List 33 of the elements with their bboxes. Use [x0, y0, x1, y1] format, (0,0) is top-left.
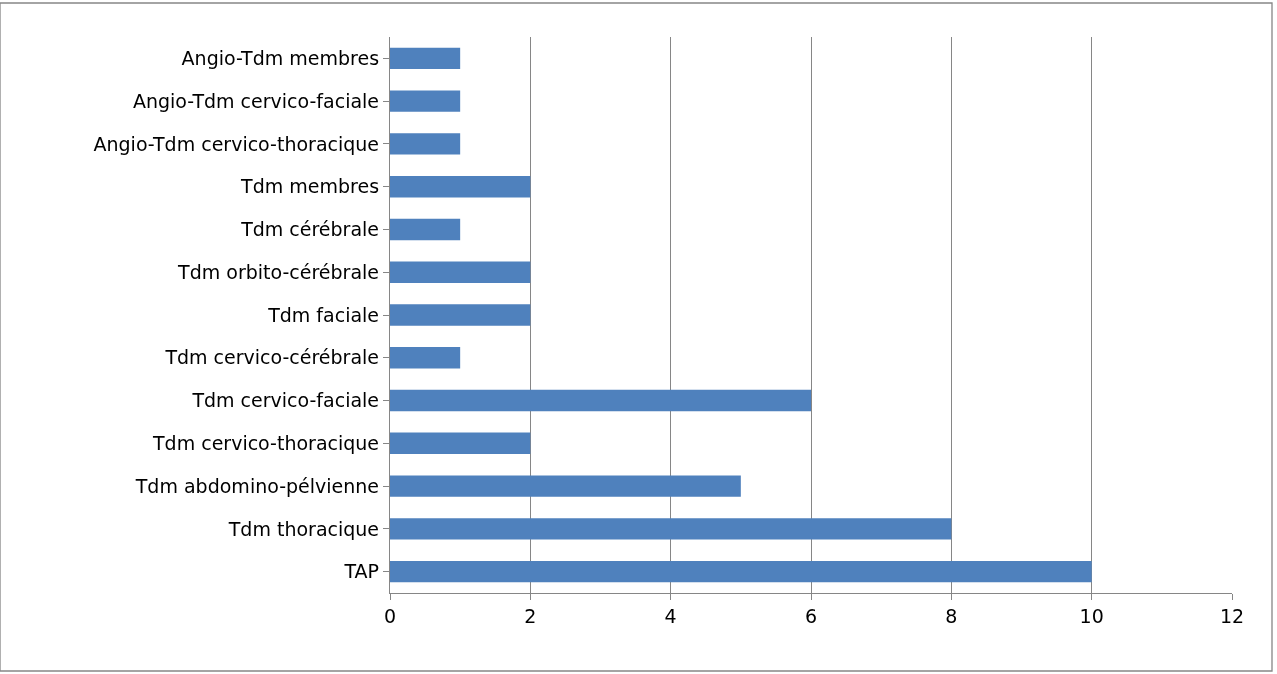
y-tick-label: TAP — [343, 560, 380, 583]
y-tick-label: Angio-Tdm cervico-faciale — [132, 89, 380, 112]
bar — [390, 304, 531, 326]
bar — [390, 560, 1092, 583]
bar — [390, 218, 461, 241]
y-tick-label: Tdm thoracique — [227, 517, 380, 540]
x-tick-label: 4 — [664, 604, 677, 627]
bar — [390, 90, 461, 112]
y-tick-label: Tdm faciale — [267, 303, 380, 326]
y-tick-label: Tdm orbito-cérébrale — [177, 260, 380, 283]
x-tick-label: 8 — [945, 604, 958, 627]
bar — [390, 47, 461, 70]
y-tick-label: Angio-Tdm cervico-thoracique — [93, 132, 380, 155]
bar — [390, 389, 811, 412]
y-tick-label: Tdm membres — [240, 175, 380, 198]
x-tick-label: 2 — [524, 604, 537, 627]
y-tick-label: Tdm cervico-thoracique — [151, 431, 380, 454]
bar — [390, 432, 531, 454]
y-tick-label: Tdm abdomino-pélvienne — [134, 474, 380, 497]
y-tick-label: Tdm cervico-cérébrale — [164, 346, 380, 369]
x-tick-label: 6 — [804, 604, 818, 627]
y-tick-label: Tdm cérébrale — [240, 218, 380, 241]
bar — [390, 347, 461, 369]
bar — [390, 475, 741, 497]
x-tick-label: 12 — [1219, 604, 1245, 627]
y-tick-label: Angio-Tdm membres — [181, 47, 380, 70]
x-tick-label: 0 — [383, 604, 397, 627]
bar — [390, 261, 531, 283]
bar — [390, 518, 952, 540]
x-tick-label: 10 — [1079, 604, 1104, 627]
bar — [390, 176, 531, 198]
y-tick-label: Tdm cervico-faciale — [191, 389, 380, 412]
bar — [390, 133, 461, 155]
